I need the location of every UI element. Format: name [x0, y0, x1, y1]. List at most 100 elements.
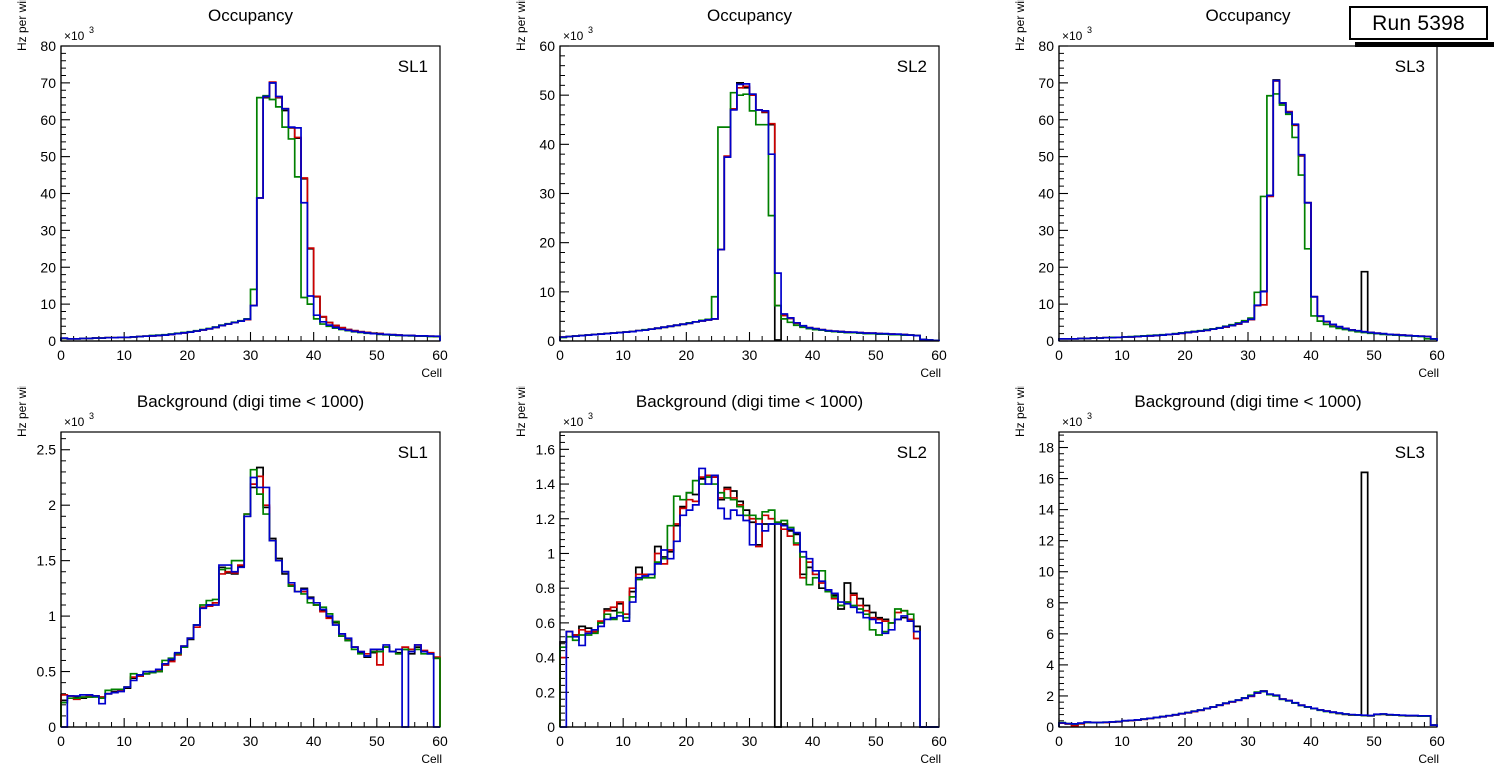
svg-text:1.5: 1.5 [37, 553, 57, 569]
svg-text:1: 1 [48, 608, 56, 624]
svg-text:4: 4 [1046, 657, 1054, 673]
plot-panel-background-sl2: Background (digi time < 1000) ×10 3 0 0.2 0.4… [499, 386, 998, 772]
y-axis-exponent: ×10 3 [1062, 25, 1092, 43]
svg-text:0.6: 0.6 [536, 615, 556, 631]
svg-text:3: 3 [588, 25, 593, 35]
svg-text:0: 0 [1055, 347, 1063, 363]
svg-text:60: 60 [1429, 733, 1445, 749]
svg-text:40: 40 [306, 733, 322, 749]
chart-background-sl2: Background (digi time < 1000) ×10 3 0 0.2 0.4… [514, 386, 947, 766]
svg-text:×10: ×10 [563, 415, 584, 429]
run-badge-label: Run 5398 [1372, 11, 1465, 35]
svg-text:6: 6 [1046, 626, 1054, 642]
svg-text:30: 30 [1240, 733, 1256, 749]
histogram-layer3-green [559, 91, 940, 342]
histogram-layer1-black [559, 474, 939, 728]
svg-text:70: 70 [40, 75, 56, 91]
svg-text:50: 50 [539, 87, 555, 103]
svg-text:2: 2 [1046, 688, 1054, 704]
histogram-layer4-blue [60, 82, 441, 341]
svg-text:0.2: 0.2 [536, 684, 556, 700]
svg-text:20: 20 [539, 235, 555, 251]
svg-text:14: 14 [1038, 502, 1054, 518]
svg-text:0.4: 0.4 [536, 650, 556, 666]
y-axis-ticks: 0 0.2 0.4 0.6 0.8 1 1.2 1.4 1.6 [536, 434, 569, 735]
y-axis-ticks: 0 10 20 30 40 50 60 70 80 [1038, 38, 1068, 349]
panel-annotation: SL2 [897, 57, 927, 76]
svg-text:10: 10 [615, 347, 631, 363]
svg-text:0: 0 [547, 333, 555, 349]
run-badge-shadow [1355, 42, 1494, 47]
svg-text:60: 60 [931, 347, 947, 363]
x-axis-ticks: 0 10 20 30 40 50 60 [57, 332, 448, 363]
y-axis-exponent: ×10 3 [64, 411, 94, 429]
histogram-layer3-green [60, 468, 441, 727]
svg-text:50: 50 [868, 347, 884, 363]
x-axis-ticks: 0 10 20 30 40 50 60 [1055, 718, 1445, 749]
histogram-layer4-blue [559, 83, 940, 342]
chart-title: Occupancy [707, 6, 793, 25]
histogram-layer4-blue [560, 467, 939, 728]
svg-text:2.5: 2.5 [37, 442, 57, 458]
svg-text:80: 80 [1038, 38, 1054, 54]
x-axis-label: Cell [1418, 366, 1439, 380]
panel-annotation: SL2 [897, 443, 927, 462]
x-axis-ticks: 0 10 20 30 40 50 60 [556, 332, 947, 363]
y-axis-ticks: 0 2 4 6 8 10 12 14 16 18 [1038, 434, 1068, 735]
histogram-layer1-black [1058, 79, 1438, 341]
histogram-layer2-red [1058, 80, 1438, 341]
svg-text:1.4: 1.4 [536, 476, 556, 492]
x-axis-label: Cell [920, 752, 941, 766]
svg-text:10: 10 [615, 733, 631, 749]
histogram-layer4-blue [1058, 79, 1438, 341]
y-axis-ticks: 0 0.5 1 1.5 2 2.5 [37, 438, 70, 735]
svg-text:10: 10 [1038, 564, 1054, 580]
y-axis-exponent: ×10 3 [64, 25, 94, 43]
svg-text:30: 30 [243, 347, 259, 363]
histogram-layer2-red [559, 85, 940, 342]
svg-text:12: 12 [1038, 533, 1054, 549]
y-axis-label: Hz per wire [15, 0, 29, 51]
svg-text:20: 20 [679, 733, 695, 749]
svg-text:3: 3 [89, 411, 94, 421]
svg-text:20: 20 [40, 259, 56, 275]
y-axis-exponent: ×10 3 [1062, 411, 1092, 429]
x-axis-label: Cell [920, 366, 941, 380]
svg-text:40: 40 [1038, 186, 1054, 202]
svg-text:0: 0 [1055, 733, 1063, 749]
plot-frame [1058, 45, 1438, 342]
svg-text:0: 0 [48, 719, 56, 735]
x-axis-label: Cell [421, 752, 442, 766]
svg-text:40: 40 [40, 186, 56, 202]
chart-title: Background (digi time < 1000) [1134, 392, 1361, 411]
svg-text:16: 16 [1038, 471, 1054, 487]
svg-text:0.8: 0.8 [536, 580, 556, 596]
svg-text:×10: ×10 [563, 29, 584, 43]
svg-text:18: 18 [1038, 440, 1054, 456]
svg-text:10: 10 [116, 347, 132, 363]
svg-text:0: 0 [547, 719, 555, 735]
plot-panel-background-sl3: Background (digi time < 1000) ×10 3 0 2 4 6 8 10… [998, 386, 1496, 772]
svg-text:40: 40 [1303, 733, 1319, 749]
svg-text:40: 40 [805, 347, 821, 363]
svg-text:10: 10 [40, 296, 56, 312]
svg-text:70: 70 [1038, 75, 1054, 91]
chart-background-sl1: Background (digi time < 1000)×10 300.511.… [15, 386, 448, 766]
svg-text:80: 80 [40, 38, 56, 54]
svg-text:0: 0 [1046, 333, 1054, 349]
x-axis-label: Cell [1418, 752, 1439, 766]
y-axis-exponent: ×10 3 [563, 411, 593, 429]
svg-text:20: 20 [180, 733, 196, 749]
histogram-layer1-black [559, 82, 940, 342]
svg-text:3: 3 [588, 411, 593, 421]
svg-text:1: 1 [547, 545, 555, 561]
chart-title: Background (digi time < 1000) [636, 392, 863, 411]
svg-text:40: 40 [539, 136, 555, 152]
panel-annotation: SL3 [1395, 57, 1425, 76]
svg-text:10: 10 [1114, 347, 1130, 363]
x-axis-ticks: 0 10 20 30 40 50 60 [57, 718, 448, 749]
svg-text:10: 10 [116, 733, 132, 749]
svg-text:30: 30 [742, 347, 758, 363]
